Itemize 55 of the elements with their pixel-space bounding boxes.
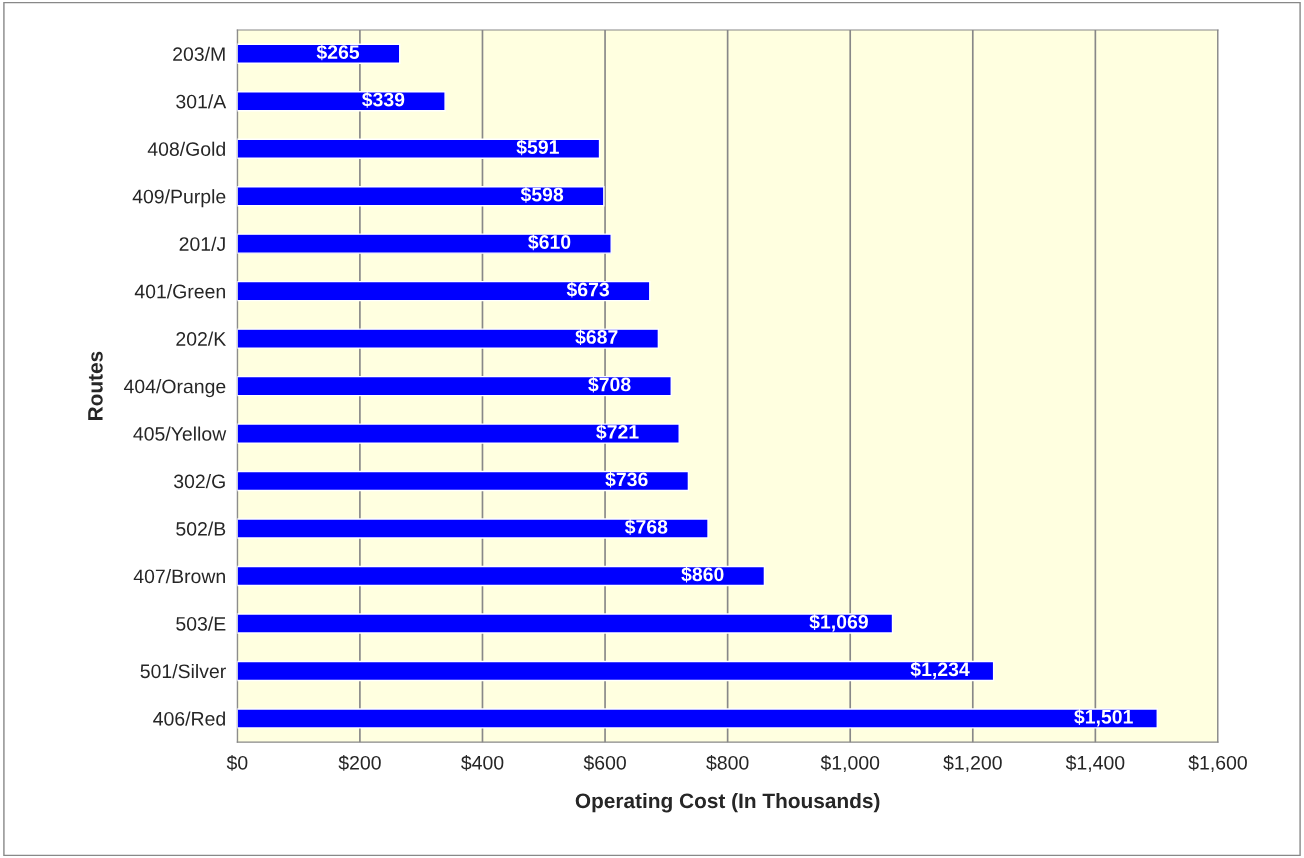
y-tick-label: 502/B bbox=[176, 521, 226, 536]
y-tick-label: 203/M bbox=[173, 46, 225, 61]
data-label: $1,501 bbox=[1074, 709, 1133, 727]
y-tick-label: 501/Silver bbox=[140, 663, 226, 679]
x-tick-label: $800 bbox=[706, 755, 749, 771]
bar bbox=[237, 470, 690, 492]
y-tick-label: 503/E bbox=[176, 616, 226, 631]
x-tick-label: $1,000 bbox=[820, 755, 880, 772]
data-label: $768 bbox=[624, 519, 668, 535]
y-tick-label: 406/Red bbox=[153, 711, 225, 726]
bar bbox=[237, 423, 680, 444]
data-label: $591 bbox=[516, 139, 559, 156]
bar bbox=[237, 708, 1158, 729]
bar bbox=[237, 328, 660, 349]
x-tick-label: $200 bbox=[338, 755, 381, 771]
data-label: $860 bbox=[681, 566, 724, 583]
data-label: $721 bbox=[596, 424, 639, 441]
y-tick-label: 302/G bbox=[173, 474, 225, 489]
data-label: $1,234 bbox=[910, 661, 970, 679]
bar bbox=[237, 613, 894, 634]
y-tick-label: 408/Gold bbox=[147, 141, 225, 156]
bar bbox=[237, 518, 709, 539]
bar bbox=[237, 565, 766, 587]
x-axis-title: Operating Cost (In Thousands) bbox=[575, 792, 880, 813]
y-tick-label: 401/Green bbox=[134, 284, 225, 299]
x-tick-label: $1,600 bbox=[1188, 755, 1247, 772]
bar bbox=[237, 660, 995, 682]
y-tick-label: 202/K bbox=[176, 331, 226, 346]
data-label: $673 bbox=[566, 281, 610, 298]
bar bbox=[237, 375, 672, 397]
bar bbox=[237, 138, 601, 159]
y-tick-label: 405/Yellow bbox=[133, 426, 227, 441]
data-label: $1,069 bbox=[809, 614, 868, 632]
x-tick-label: $400 bbox=[461, 755, 504, 771]
y-tick-label: 404/Orange bbox=[123, 379, 226, 398]
y-tick-label: 407/Brown bbox=[133, 568, 225, 584]
bar bbox=[237, 233, 612, 254]
data-label: $598 bbox=[520, 186, 564, 203]
data-label: $265 bbox=[316, 44, 360, 61]
x-tick-label: $1,400 bbox=[1065, 755, 1125, 772]
y-tick-label: 409/Purple bbox=[132, 189, 226, 208]
bar bbox=[237, 186, 605, 207]
data-label: $736 bbox=[605, 471, 648, 488]
x-tick-label: $0 bbox=[226, 755, 248, 771]
y-tick-label: 201/J bbox=[179, 236, 225, 251]
y-axis-title: Routes bbox=[88, 351, 103, 421]
data-label: $687 bbox=[575, 329, 618, 346]
bar bbox=[237, 280, 651, 302]
data-label: $339 bbox=[362, 91, 405, 108]
x-tick-label: $1,200 bbox=[943, 755, 1002, 772]
x-tick-label: $600 bbox=[583, 755, 626, 771]
y-tick-label: 301/A bbox=[176, 94, 227, 109]
data-label: $610 bbox=[528, 234, 571, 251]
data-label: $708 bbox=[588, 376, 631, 393]
bar bbox=[237, 91, 446, 112]
